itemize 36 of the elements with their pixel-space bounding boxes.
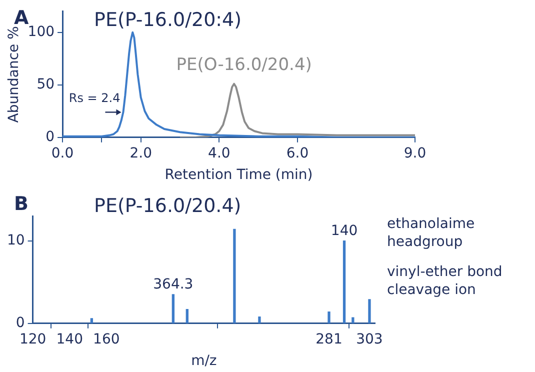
bar: [233, 228, 236, 324]
chart-subtitle: PE(P-16.0/20:4): [94, 9, 242, 31]
annotation: Rs = 2.4: [68, 91, 120, 106]
bar: [90, 318, 94, 324]
y-tick-label: 50: [36, 76, 55, 93]
y-tick-label: 0: [46, 129, 55, 146]
x-tick-label: 4.0: [208, 145, 230, 162]
x-tick-label: 160: [93, 331, 120, 348]
bar: [342, 240, 346, 324]
y-tick-label: 10: [6, 232, 25, 248]
x-tick-label: 303: [356, 331, 383, 348]
chart-subtitle: PE(P-16.0/20.4): [94, 195, 242, 217]
annotation: 364.3: [153, 276, 194, 292]
text: vinyl-ether bond cleavage ion: [387, 264, 502, 298]
x-tick-label: 6.0: [286, 145, 309, 162]
bar: [186, 309, 188, 324]
x-tick-label: 0.0: [51, 145, 74, 162]
x-tick-label: 140: [56, 331, 83, 348]
chart-title: B: [14, 193, 28, 215]
text: ethanolaime headgroup: [387, 216, 475, 250]
x-tick-label: 9.0: [404, 145, 426, 162]
bar: [352, 317, 354, 324]
x-axis-title: m/z: [191, 353, 217, 370]
y-tick-label: 100: [28, 24, 55, 40]
annotation: 140: [330, 222, 358, 239]
bar: [172, 294, 175, 324]
y-tick-label: 0: [16, 315, 25, 332]
bar: [258, 316, 261, 324]
x-tick-label: 120: [19, 331, 46, 348]
y-axis-title: Abundance %: [6, 26, 22, 123]
bar: [368, 299, 371, 324]
x-tick-label: 281: [316, 331, 342, 348]
x-axis-title: Retention Time (min): [164, 167, 313, 184]
series-label: PE(O-16.0/20.4): [176, 54, 312, 75]
bar: [328, 312, 330, 324]
x-tick-label: 2.0: [130, 145, 152, 162]
